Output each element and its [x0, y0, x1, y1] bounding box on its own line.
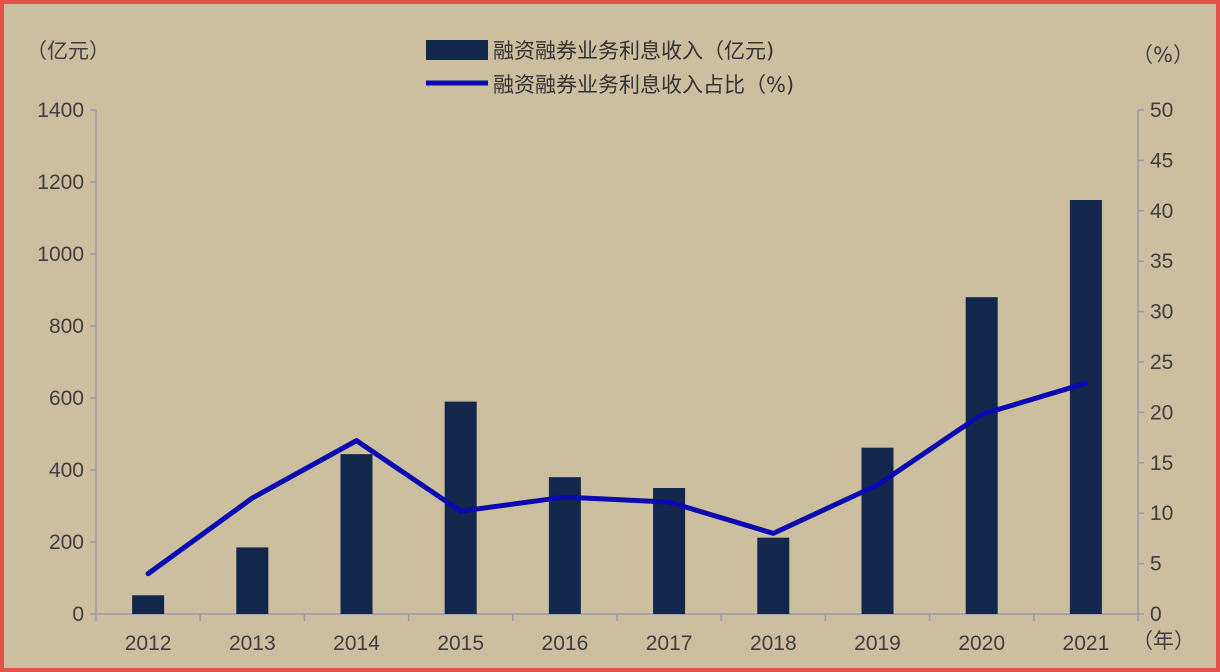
- ratio-point-2017: [668, 501, 670, 503]
- x-tick-label: 2012: [125, 632, 172, 655]
- y-right-tick-label: 45: [1150, 149, 1173, 172]
- chart-frame: 0 200 400 600 800 1000 1200 1400 0 5 10 15 20 25 30 35 4…: [4, 4, 1216, 668]
- bar-2014: [340, 454, 373, 614]
- y-left-tick-label: 1000: [37, 243, 84, 266]
- bar-2020: [965, 297, 998, 614]
- ratio-point-2015: [460, 510, 462, 512]
- y-left-tick-label: 800: [49, 315, 84, 338]
- x-tick-label: 2014: [333, 632, 380, 655]
- y-right-tick-label: 15: [1150, 452, 1173, 475]
- x-tick-label: 2017: [646, 632, 693, 655]
- ratio-point-2014: [356, 440, 357, 442]
- line-series-group: [145, 380, 1089, 577]
- ratio-point-2012: [147, 573, 149, 575]
- y-left-tick-label: 400: [49, 459, 84, 482]
- y-right-tick-label: 5: [1150, 553, 1162, 576]
- y-right-unit-label: （%）: [1132, 43, 1194, 67]
- y-right-tick-label: 10: [1150, 502, 1173, 525]
- bar-2017: [653, 488, 686, 614]
- ratio-line: [145, 380, 1089, 577]
- y-left-tick-label: 1200: [37, 171, 84, 194]
- axes-group: [90, 109, 1144, 621]
- y-left-tick-label: 0: [72, 603, 84, 626]
- x-tick-label: 2013: [229, 632, 276, 655]
- ratio-point-2021: [1085, 382, 1087, 384]
- y-right-tick-label: 50: [1150, 99, 1173, 122]
- x-unit-label: （年）: [1132, 629, 1195, 653]
- legend: 融资融券业务利息收入（亿元) 融资融券业务利息收入占比（%): [426, 39, 794, 97]
- y-left-unit-label: （亿元）: [26, 39, 110, 63]
- bar-2018: [757, 537, 790, 614]
- chart-canvas: 0 200 400 600 800 1000 1200 1400 0 5 10 15 20 25 30 35 4…: [26, 39, 1195, 655]
- y-right-tick-label: 35: [1150, 250, 1173, 273]
- y-left-tick-label: 200: [49, 531, 84, 554]
- bar-2012: [132, 595, 165, 614]
- x-tick-label: 2021: [1063, 632, 1110, 655]
- bar-2013: [236, 547, 269, 614]
- legend-bar-label: 融资融券业务利息收入（亿元): [493, 39, 774, 63]
- y-left-tick-label: 600: [49, 387, 84, 410]
- y-right-tick-label: 20: [1150, 401, 1173, 424]
- legend-bar-swatch: [426, 40, 488, 60]
- bar-2019: [861, 447, 894, 614]
- bar-2021: [1069, 200, 1102, 614]
- x-tick-label: 2016: [542, 632, 589, 655]
- legend-line-label: 融资融券业务利息收入占比（%): [493, 73, 794, 97]
- x-tick-label: 2019: [854, 632, 901, 655]
- ratio-point-2019: [877, 484, 878, 486]
- ratio-point-2018: [772, 532, 774, 534]
- ratio-point-2016: [564, 496, 566, 498]
- ratio-point-2013: [251, 497, 253, 499]
- tick-labels-group: 0 200 400 600 800 1000 1200 1400 0 5 10 15 20 25 30 35 4…: [37, 99, 1173, 655]
- y-right-tick-label: 40: [1150, 200, 1173, 223]
- x-tick-label: 2015: [437, 632, 484, 655]
- y-left-tick-label: 1400: [37, 99, 84, 122]
- y-right-tick-label: 0: [1150, 603, 1162, 626]
- ratio-point-2020: [981, 413, 983, 415]
- x-tick-label: 2020: [958, 632, 1005, 655]
- y-right-tick-label: 25: [1150, 351, 1173, 374]
- y-right-tick-label: 30: [1150, 301, 1173, 324]
- bars-group: [132, 200, 1102, 614]
- x-tick-label: 2018: [750, 632, 797, 655]
